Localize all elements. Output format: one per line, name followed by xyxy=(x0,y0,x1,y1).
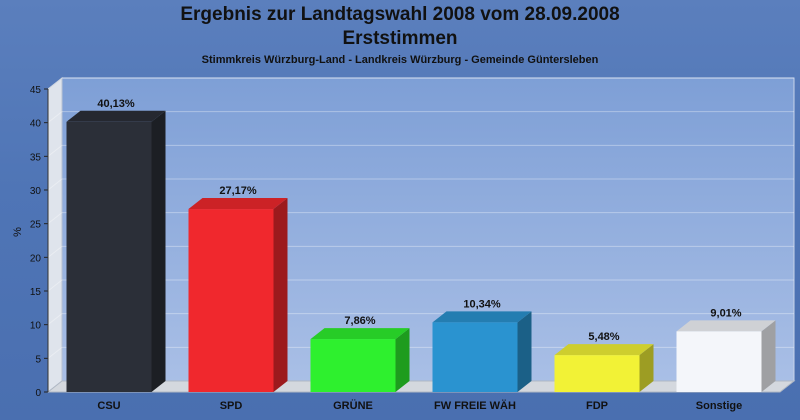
chart-subtitle: Erststimmen xyxy=(342,28,458,49)
gridline xyxy=(47,212,794,225)
data-label: 7,86% xyxy=(344,315,375,327)
gridline xyxy=(47,178,794,191)
bar-group: 40,13% xyxy=(66,98,166,393)
y-axis: 0 5 10 15 20 25 30 35 40 45 xyxy=(30,85,49,399)
gridline xyxy=(47,111,794,124)
y-tick-label: 0 xyxy=(35,388,41,399)
bar-top xyxy=(676,320,776,332)
gridline xyxy=(47,245,794,258)
x-tick-label: SPD xyxy=(220,400,243,412)
data-label: 10,34% xyxy=(463,298,501,310)
data-label: 40,13% xyxy=(97,98,135,110)
y-tick-label: 45 xyxy=(30,85,42,96)
bar-side xyxy=(761,320,776,392)
bar-group: 9,01% xyxy=(676,307,776,392)
y-tick-label: 10 xyxy=(30,321,42,332)
x-axis: CSU SPD GRÜNE FW FREIE WÄH FDP Sonstige xyxy=(97,399,742,412)
bar xyxy=(676,331,762,392)
bar-side xyxy=(395,328,410,392)
bar xyxy=(310,339,396,392)
bar xyxy=(554,355,640,392)
x-tick-label: FDP xyxy=(586,400,608,412)
y-tick-label: 20 xyxy=(30,253,42,264)
bars: 40,13% 27,17% 7,86% 10,34% 5,48% 9,01% xyxy=(66,98,776,393)
y-tick-label: 30 xyxy=(30,186,42,197)
gridline xyxy=(47,279,794,292)
chart-title: Ergebnis zur Landtagswahl 2008 vom 28.09… xyxy=(180,4,620,25)
gridline xyxy=(47,77,794,90)
bar-top xyxy=(554,344,654,356)
bar-group: 27,17% xyxy=(188,185,288,392)
x-tick-label: GRÜNE xyxy=(333,399,373,412)
bar xyxy=(66,121,152,393)
y-tick-label: 40 xyxy=(30,119,42,130)
bar xyxy=(432,322,518,392)
bar-side xyxy=(273,198,288,392)
y-tick-label: 5 xyxy=(35,354,41,365)
bar-side xyxy=(517,311,532,392)
bar-side xyxy=(639,344,654,392)
grid-lines xyxy=(47,77,794,359)
y-tick-label: 15 xyxy=(30,287,42,298)
bar-top xyxy=(432,311,532,323)
bar-top xyxy=(66,110,166,122)
gridline xyxy=(47,346,794,359)
chart-caption: Stimmkreis Würzburg-Land - Landkreis Wür… xyxy=(201,54,599,66)
bar xyxy=(188,209,274,392)
bar-side xyxy=(151,110,166,393)
plot-left-wall xyxy=(47,76,63,394)
y-tick-label: 25 xyxy=(30,220,42,231)
x-tick-label: Sonstige xyxy=(696,400,742,412)
bar-group: 7,86% xyxy=(310,315,410,392)
data-label: 9,01% xyxy=(710,307,741,319)
bar-group: 5,48% xyxy=(554,331,654,392)
y-axis-label: % xyxy=(12,227,24,237)
x-tick-label: CSU xyxy=(97,400,120,412)
bar-group: 10,34% xyxy=(432,298,532,392)
y-tick-label: 35 xyxy=(30,152,42,163)
gridline xyxy=(47,144,794,157)
bar-top xyxy=(310,328,410,340)
data-label: 5,48% xyxy=(588,331,619,343)
gridline xyxy=(47,313,794,326)
bar-top xyxy=(188,198,288,210)
data-label: 27,17% xyxy=(219,185,257,197)
x-tick-label: FW FREIE WÄH xyxy=(434,399,516,412)
